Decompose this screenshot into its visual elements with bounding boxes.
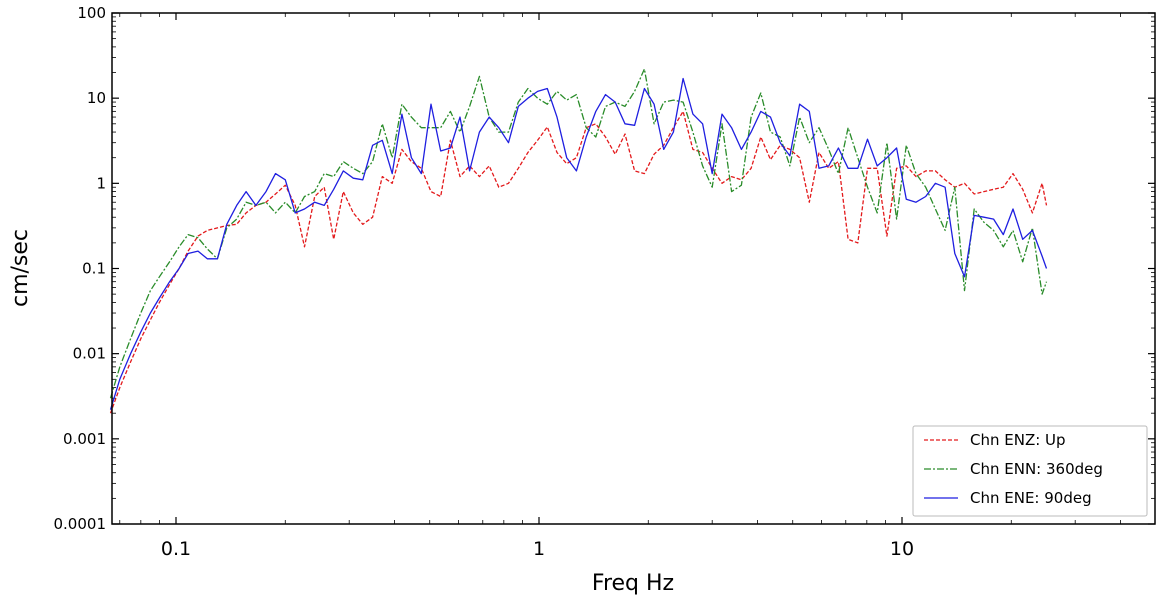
y-tick-label: 0.001 [63,430,106,448]
plot-frame [111,12,1156,525]
x-tick-label: 10 [890,538,914,560]
tick-labels: 0.0001 0.001 0.01 0.1 1 10 100 0.1 1 10 [54,4,915,560]
x-tick-label: 1 [533,538,545,560]
y-tick-label: 100 [77,4,106,22]
y-tick-label: 0.1 [82,260,106,278]
y-tick-label: 0.01 [73,345,106,363]
y-tick-label: 10 [87,89,106,107]
series-line-1 [109,68,1048,399]
y-tick-label: 0.0001 [54,515,107,533]
legend: Chn ENZ: Up Chn ENN: 360deg Chn ENE: 90d… [912,425,1148,517]
legend-box [912,425,1148,517]
legend-label-enn: Chn ENN: 360deg [970,460,1103,478]
series-layer [109,68,1048,414]
series-line-0 [109,110,1048,414]
x-tick-label: 0.1 [161,538,191,560]
y-axis-title: cm/sec [8,229,33,307]
legend-label-enz: Chn ENZ: Up [970,431,1066,449]
legend-label-ene: Chn ENE: 90deg [970,489,1092,507]
x-axis-title: Freq Hz [592,571,674,596]
y-tick-label: 1 [96,174,106,192]
series-line-2 [109,77,1048,410]
